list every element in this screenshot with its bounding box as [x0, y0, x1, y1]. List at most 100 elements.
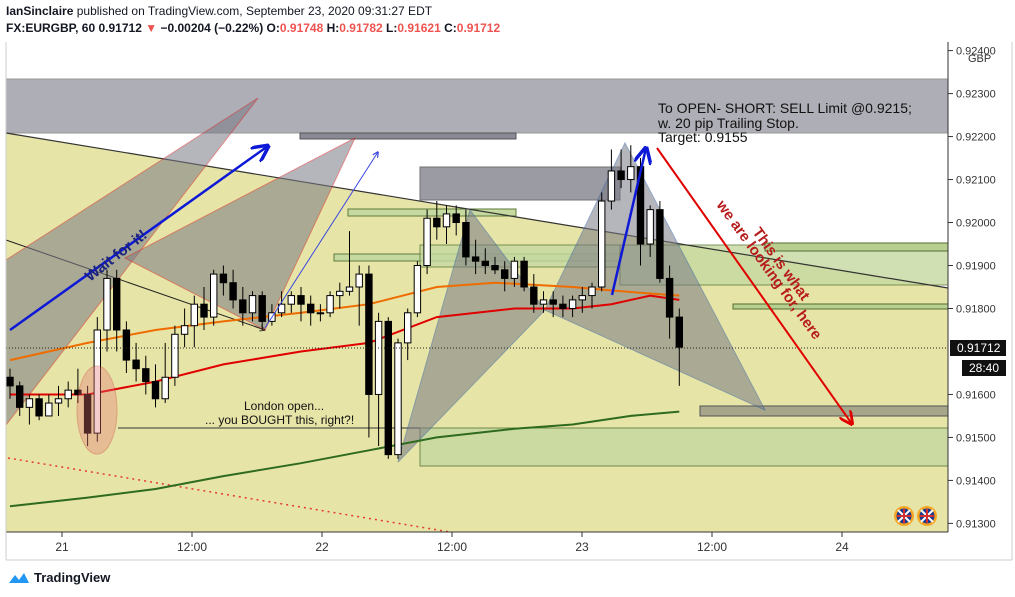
order-text-1: To OPEN- SHORT: SELL Limit @0.9215; [658, 100, 912, 116]
candle-up [404, 312, 412, 344]
candle-up [598, 200, 606, 288]
last-price: 0.91712 [98, 21, 142, 35]
candle-down [35, 398, 43, 417]
candle-up [248, 295, 257, 314]
published-text: published on TradingView.com, September … [76, 4, 433, 18]
candle-down [452, 213, 460, 224]
candle-down [559, 303, 567, 309]
y-tick-label: 0.91400 [956, 475, 996, 487]
candle-up [423, 217, 431, 267]
y-tick-label: 0.92200 [956, 132, 996, 144]
footer-brand[interactable]: TradingView [8, 570, 110, 585]
candle-down [307, 303, 315, 314]
eu-flag-icon [917, 506, 937, 526]
candle-down [16, 385, 24, 408]
author-name: IanSinclaire [6, 4, 74, 18]
candle-up [316, 312, 325, 315]
candle-up [355, 273, 363, 288]
upper-mid-zone [347, 208, 517, 217]
high-label: H: [326, 21, 340, 35]
x-tick-label: 24 [835, 540, 849, 554]
y-tick-label: 0.92400 [956, 46, 996, 58]
minor-zone [732, 303, 949, 310]
currency-label: GBP [968, 53, 991, 65]
y-tick-label: 0.92300 [956, 89, 996, 101]
y-tick-label: 0.91800 [956, 303, 996, 315]
candle-up [336, 290, 344, 297]
candle-down [74, 389, 82, 395]
candle-down [229, 282, 237, 301]
candle-down [471, 256, 480, 262]
london-text-2: ... you BOUGHT this, right?! [205, 413, 354, 427]
pattern-left-xabcd [123, 136, 357, 331]
last-price-badge [950, 340, 1006, 356]
candle-up [103, 277, 111, 331]
last-price-badge-text: 0.91712 [957, 341, 1001, 355]
candle-down [656, 209, 664, 279]
candle-up [287, 295, 296, 305]
x-tick-label: 21 [55, 540, 69, 554]
y-tick-label: 0.92100 [956, 175, 996, 187]
candle-up [190, 303, 199, 327]
dotted-support-line [7, 457, 451, 533]
candle-up [646, 209, 654, 245]
candle-down [520, 260, 528, 288]
y-tick-label: 0.91300 [956, 518, 996, 530]
supply-box [419, 166, 621, 201]
candle-down [142, 368, 150, 383]
candle-down [258, 295, 266, 322]
countdown-badge-text: 28:40 [969, 361, 999, 375]
candle-down [151, 381, 160, 400]
candle-down [132, 359, 140, 370]
open-label: O: [266, 21, 280, 35]
final-up-arrow [610, 148, 646, 296]
candles-group [6, 145, 683, 459]
countdown-badge [962, 360, 1006, 376]
x-tick-label: 23 [575, 540, 589, 554]
x-tick-label: 12:00 [437, 540, 467, 554]
candle-down [365, 273, 373, 395]
pattern-right-xabcd [397, 141, 767, 463]
candle-down [530, 286, 538, 305]
candle-up [588, 286, 596, 297]
candle-up [180, 325, 189, 335]
order-text-2: w. 20 pip Trailing Stop. [657, 115, 799, 131]
candle-down [433, 217, 441, 228]
london-highlight [76, 365, 118, 455]
y-tick-label: 0.91600 [956, 389, 996, 401]
candle-up [442, 213, 451, 228]
candle-up [627, 166, 635, 181]
low-value: 0.91621 [397, 21, 441, 35]
publish-info: IanSinclaire published on TradingView.co… [6, 4, 432, 18]
candle-down [219, 273, 228, 284]
candle-up [345, 286, 354, 292]
ohlc-legend: FX:EURGBP, 60 0.91712 ▼ −0.00204 (−0.22%… [6, 21, 500, 35]
candle-up [568, 299, 577, 309]
x-tick-label: 12:00 [697, 540, 727, 554]
x-axis-ticks: 21 12:00 22 12:00 23 12:00 24 [55, 532, 849, 554]
target-down-arrow [656, 147, 852, 424]
candle-down [384, 320, 393, 456]
y-tick-label: 0.92000 [956, 218, 996, 230]
minor-up-arrow [264, 152, 378, 329]
candle-up [578, 295, 586, 301]
y-tick-label: 0.91500 [956, 432, 996, 444]
x-tick-label: 12:00 [177, 540, 207, 554]
uk-flag-icon [894, 506, 914, 526]
sell-zone-ledge [299, 132, 517, 140]
order-text-3: Target: 0.9155 [658, 129, 748, 145]
brand-text: TradingView [34, 570, 111, 585]
candle-down [491, 265, 499, 271]
x-tick-label: 22 [315, 540, 329, 554]
candle-up [374, 320, 383, 395]
candle-up [210, 273, 218, 318]
candle-down [665, 277, 674, 318]
candle-down [549, 299, 557, 305]
support-zone [419, 427, 949, 467]
close-label: C: [444, 21, 457, 35]
candle-down [200, 303, 208, 318]
candle-up [93, 329, 101, 434]
candle-down [113, 277, 121, 331]
candle-up [161, 376, 169, 400]
